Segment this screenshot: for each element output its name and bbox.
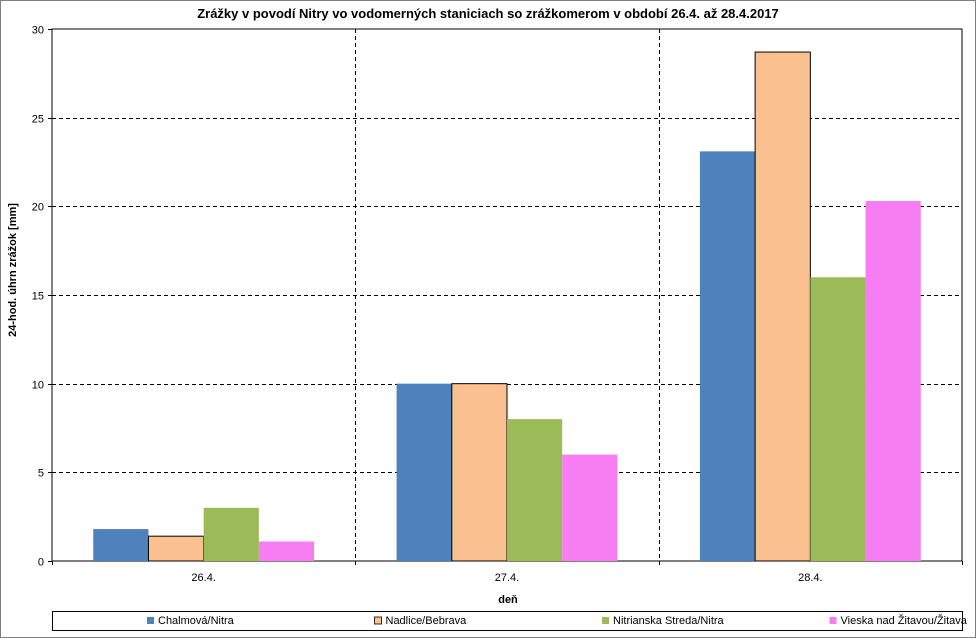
- legend-swatch: [374, 616, 382, 625]
- x-tick-label: 27.4.: [495, 572, 519, 584]
- legend-swatch: [602, 617, 609, 624]
- bar: [203, 507, 259, 561]
- x-tick-label: 26.4.: [191, 572, 215, 584]
- bar: [865, 201, 921, 561]
- bar: [93, 529, 149, 561]
- bar: [451, 383, 508, 562]
- x-tick-label: 28.4.: [798, 572, 822, 584]
- y-axis-label: 24-hod. úhrn zrážok [mm]: [7, 203, 19, 337]
- legend-label: Chalmová/Nitra: [158, 615, 235, 627]
- y-tick-label: 20: [32, 202, 44, 214]
- bar: [699, 151, 756, 562]
- bar: [754, 51, 811, 562]
- y-tick-label: 5: [38, 468, 44, 480]
- legend-swatch: [147, 617, 154, 624]
- bar: [396, 383, 452, 561]
- bar: [507, 419, 563, 561]
- x-axis-label: deň: [498, 594, 518, 606]
- bar: [810, 277, 866, 561]
- legend-label: Vieska nad Žitavou/Žitava: [841, 614, 968, 627]
- legend-label: Nitrianska Streda/Nitra: [613, 615, 725, 627]
- y-tick-label: 25: [32, 114, 44, 126]
- legend-box: [52, 611, 963, 631]
- y-tick-label: 15: [32, 291, 44, 303]
- legend: Chalmová/Nitra Nadlice/Bebrava Nitrianska …: [52, 611, 968, 631]
- bar: [562, 454, 618, 561]
- y-tick-label: 30: [32, 25, 44, 37]
- legend-swatch: [829, 617, 837, 624]
- legend-label: Nadlice/Bebrava: [386, 615, 468, 627]
- y-tick-label: 0: [38, 557, 44, 569]
- bar: [147, 535, 205, 562]
- axes: 0 5 10 15 20 25 30 26.4. 27.4. 28.4.: [32, 25, 963, 584]
- y-tick-label: 10: [32, 380, 44, 392]
- bars: [93, 51, 921, 562]
- bar: [258, 541, 315, 561]
- chart-title: Zrážky v povodí Nitry vo vodomerných sta…: [197, 6, 779, 21]
